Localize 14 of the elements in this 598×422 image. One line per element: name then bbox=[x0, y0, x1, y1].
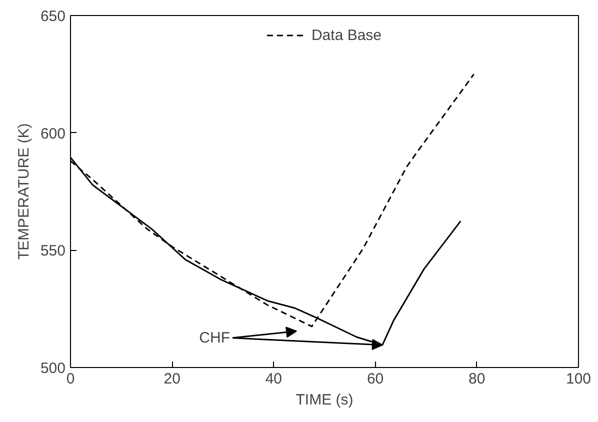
y-axis-title: TEMPERATURE (K) bbox=[15, 123, 32, 260]
annotation: CHF bbox=[199, 329, 230, 346]
x-axis-title: TIME (s) bbox=[296, 392, 354, 408]
x-tick-label: 80 bbox=[468, 370, 486, 388]
legend-label: Data Base bbox=[311, 26, 382, 44]
x-tick-label: 60 bbox=[366, 370, 384, 388]
y-tick-label: 600 bbox=[40, 125, 66, 142]
y-tick-label: 650 bbox=[40, 8, 66, 25]
y-tick-label: 550 bbox=[40, 242, 66, 260]
x-tick-label: 0 bbox=[66, 370, 75, 388]
x-tick-label: 40 bbox=[265, 370, 282, 388]
x-tick-label: 100 bbox=[566, 370, 592, 388]
x-tick-label: 20 bbox=[164, 370, 180, 388]
y-tick-label: 500 bbox=[40, 360, 66, 377]
